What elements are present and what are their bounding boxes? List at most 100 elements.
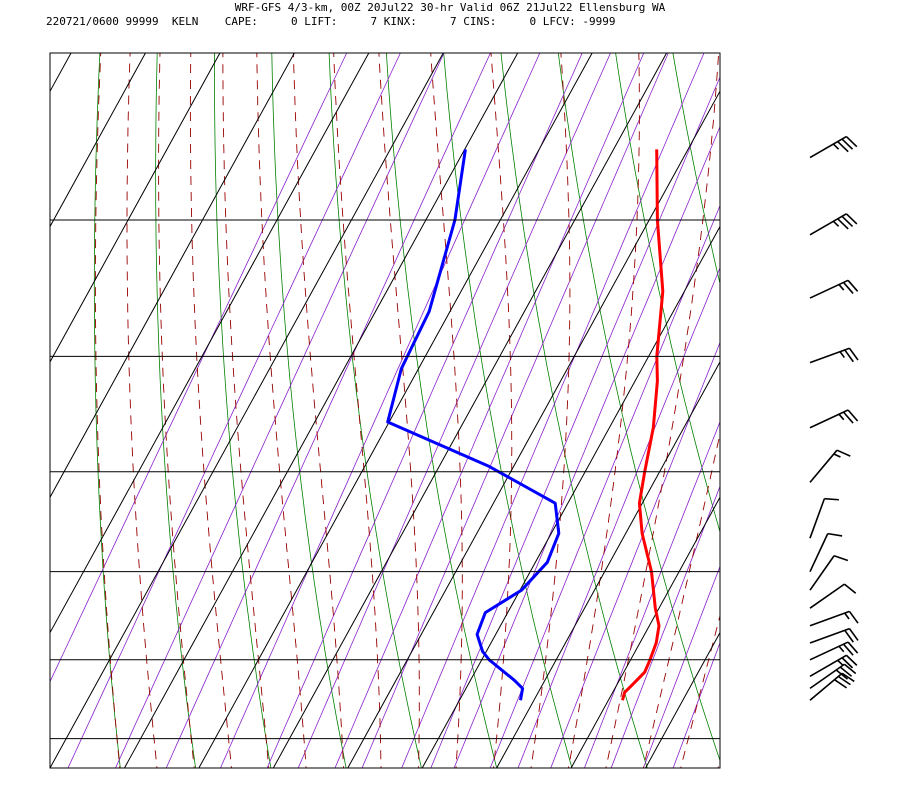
wind-barb-half-feather <box>838 284 845 291</box>
isotherm-line <box>272 53 668 768</box>
dry-adiabat-line <box>615 53 720 534</box>
wind-barb <box>809 641 859 661</box>
wind-barb-feather <box>827 532 843 537</box>
station-info: 220721/0600 99999 KELN CAPE: 0 LIFT: 7 K… <box>46 15 616 28</box>
moist-adiabat-line <box>189 53 232 768</box>
dry-adiabat-line <box>730 53 900 768</box>
wind-barb-feather <box>844 629 854 643</box>
wind-barb-staff <box>809 279 849 299</box>
wind-barb-staff <box>809 498 826 539</box>
wind-barb-staff <box>809 409 849 429</box>
moist-adiabat-line <box>378 53 420 768</box>
wind-barb-feather <box>835 669 849 680</box>
wind-barb-half-feather <box>844 612 850 620</box>
wind-barb-feather <box>842 281 854 294</box>
moist-adiabat-line <box>222 53 270 768</box>
mixing-ratio-line <box>517 266 720 768</box>
isotherm-line <box>50 53 370 634</box>
wind-barb-feather <box>847 279 859 292</box>
isotherm-line <box>124 53 519 768</box>
mixing-ratio-line <box>430 76 720 768</box>
mixing-ratio-line <box>50 53 348 683</box>
moist-adiabat-line <box>94 53 121 768</box>
wind-barb <box>809 497 839 539</box>
isotherm-line <box>50 53 221 363</box>
wind-barb-feather <box>841 215 854 227</box>
wind-barb <box>809 627 859 644</box>
temperature-profile-line <box>621 149 665 701</box>
wind-barb-feather <box>842 643 854 656</box>
isotherm-line <box>50 53 295 499</box>
dry-adiabat-line <box>557 53 720 762</box>
mixing-ratio-line <box>67 53 401 768</box>
dry-adiabat-line <box>386 53 498 768</box>
moist-adiabat-line <box>642 431 720 768</box>
moist-adiabat-line <box>430 53 463 768</box>
moist-adiabat-line <box>530 53 571 768</box>
wind-barb-feather <box>848 610 859 624</box>
wind-barb-feather <box>842 411 854 424</box>
mixing-ratio-line <box>672 641 720 768</box>
wind-barb-staff <box>809 610 850 627</box>
wind-barb-staff <box>809 347 850 364</box>
wind-barb-feather <box>845 136 858 148</box>
wind-barb <box>809 554 849 591</box>
wind-barb-feather <box>824 497 839 501</box>
wind-barb-half-feather <box>838 413 845 421</box>
y-axis-ticks <box>50 52 720 740</box>
wind-barb-feather <box>844 349 854 363</box>
dry-adiabat-line <box>672 53 720 286</box>
moist-adiabat-line <box>126 53 158 768</box>
isotherm-line <box>50 53 72 93</box>
wind-barb-staff <box>809 663 845 690</box>
isotherm-line <box>421 225 720 768</box>
moist-adiabat-line <box>717 759 720 768</box>
wind-barb <box>809 213 858 236</box>
dewpoint-profile-line <box>386 149 561 701</box>
wind-barb-half-feather <box>832 143 840 150</box>
mixing-ratio-line <box>584 420 720 768</box>
isotherm-line <box>719 766 720 768</box>
wind-barb-feather <box>839 666 853 677</box>
wind-barb-half-feather <box>833 453 841 458</box>
wind-barb-half-feather <box>839 351 845 359</box>
wind-barb-feather <box>847 409 859 422</box>
wind-barb <box>809 663 857 690</box>
dry-adiabat-line <box>214 53 272 768</box>
dry-adiabat-line <box>155 53 196 768</box>
wind-barb-staff <box>809 213 847 236</box>
wind-barb-feather <box>834 679 848 689</box>
wind-barb-staff <box>809 135 847 159</box>
wind-barb-staff <box>809 627 850 644</box>
moist-adiabat-line <box>292 53 344 768</box>
wind-barb-feather <box>841 138 854 150</box>
moist-adiabat-line <box>256 53 307 768</box>
wind-barb-staff <box>809 449 838 483</box>
chart-title: WRF-GFS 4/3-km, 00Z 20Jul22 30-hr Valid … <box>235 1 666 14</box>
mixing-ratio-line <box>550 341 720 768</box>
dry-adiabat-line <box>30 53 45 768</box>
wind-barb-feather <box>836 449 851 457</box>
wind-barb-staff <box>809 654 847 677</box>
dry-adiabat-line <box>788 53 900 768</box>
mixing-ratio-line <box>165 53 491 768</box>
mixing-ratio-line <box>334 53 645 768</box>
wind-barb-feather <box>837 675 851 686</box>
wind-barb <box>809 583 857 609</box>
plot-frame <box>49 52 721 769</box>
wind-barb <box>809 532 843 573</box>
mixing-ratio-line <box>610 485 720 768</box>
wind-barb-staff <box>809 583 845 609</box>
thermo-background-lines <box>30 53 900 768</box>
chart-grid <box>50 53 720 768</box>
dry-adiabat-line <box>500 53 648 768</box>
sounding-profiles <box>386 149 665 701</box>
wind-barb-feather <box>843 663 857 675</box>
wind-barb <box>809 409 859 429</box>
mixing-ratio-line <box>453 125 720 768</box>
wind-barb <box>809 449 851 483</box>
mixing-ratio-line <box>642 565 720 768</box>
moist-adiabat-line <box>158 53 195 768</box>
wind-barb-staff <box>809 641 849 661</box>
wind-barb <box>809 672 855 701</box>
